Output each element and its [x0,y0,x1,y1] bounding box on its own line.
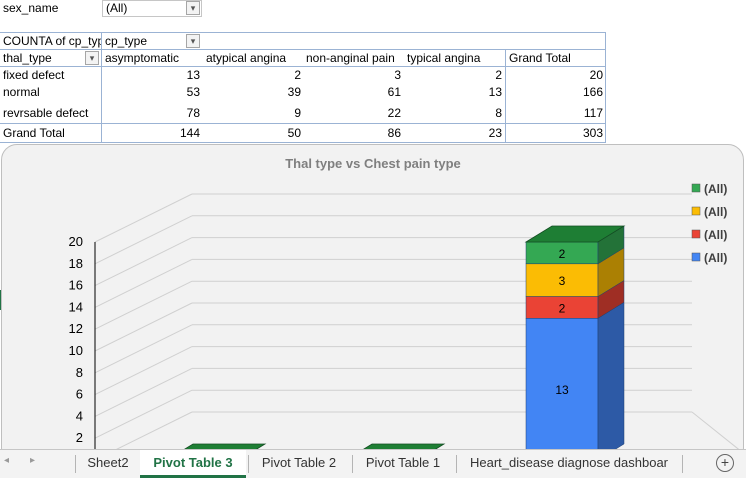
gridline-diagonal [94,346,193,396]
value-cell: 50 [287,126,301,140]
value-cell: 23 [488,126,502,140]
tab-heart-disease-dashboard[interactable]: Heart_disease diagnose dashboar [469,455,669,470]
row-label: revrsable defect [3,106,89,120]
row-label: Grand Total [3,126,65,140]
col-header-typical-angina: typical angina [407,51,481,65]
row-filter-icon[interactable]: ▾ [85,51,99,65]
legend-label: (All) [704,251,727,265]
legend-swatch [691,229,701,239]
chart-bar-segment [525,318,599,461]
value-cell: 8 [495,106,502,120]
data-label: 2 [559,301,566,315]
scroll-right-icon[interactable]: ▸ [30,455,36,466]
tab-divider [682,455,683,473]
tab-pivot-table-1[interactable]: Pivot Table 1 [365,455,441,470]
y-tick-label: 8 [76,365,83,380]
value-cell: 13 [186,68,200,82]
pivot-rows-label: thal_type [3,51,52,65]
value-cell: 144 [179,126,200,140]
y-tick-label: 6 [76,387,83,402]
pivot-border [605,32,606,143]
legend-label: (All) [704,182,727,196]
value-cell: 2 [495,68,502,82]
tab-divider [456,455,457,473]
value-cell: 53 [186,85,200,99]
data-label: 13 [555,383,569,397]
value-cell: 166 [582,85,603,99]
y-tick-label: 2 [76,430,83,445]
chart-bar-top [524,225,626,243]
y-tick-label: 16 [69,278,83,293]
value-cell: 78 [186,106,200,120]
add-sheet-icon[interactable]: + [716,454,734,472]
col-header-atypical-angina: atypical angina [206,51,287,65]
row-label: fixed defect [3,68,65,82]
value-cell: 22 [387,106,401,120]
legend-swatch [691,252,701,262]
tab-divider [352,455,353,473]
chart-title: Thal type vs Chest pain type [285,156,461,171]
data-label: 2 [559,247,566,261]
value-cell: 39 [287,85,301,99]
pivot-border [101,32,102,143]
gridline-diagonal [94,215,193,265]
value-cell: 3 [394,68,401,82]
value-cell: 13 [488,85,502,99]
pivot-values-label: COUNTA of cp_type [3,34,101,48]
y-tick-label: 14 [69,299,83,314]
pivot-border [0,123,606,124]
legend-swatch [691,206,701,216]
legend-label: (All) [704,228,727,242]
y-tick-label: 4 [76,408,83,423]
y-tick-label: 20 [69,234,83,249]
y-tick-label: 18 [69,256,83,271]
scroll-left-icon[interactable]: ◂ [4,455,10,466]
pivot-columns-label: cp_type [105,34,148,48]
tab-divider [75,455,76,473]
pivot-border [0,49,606,50]
value-cell: 20 [589,68,603,82]
tab-divider [248,455,249,473]
pivot-border-bottom [0,142,606,143]
value-cell: 117 [583,106,603,120]
tab-pivot-table-2[interactable]: Pivot Table 2 [261,455,337,470]
gridline-diagonal [94,237,193,287]
value-cell: 303 [582,126,603,140]
gridline-diagonal [94,258,193,308]
gridline-diagonal [94,193,193,243]
value-cell: 2 [294,68,301,82]
data-label: 3 [559,274,566,288]
col-header-asymptomatic: asymptomatic [105,51,180,65]
chart-bar-segment [525,263,599,297]
col-header-non-anginal-pain: non-anginal pain [306,51,395,65]
filter-dropdown-icon[interactable]: ▾ [186,1,200,15]
column-filter-icon[interactable]: ▾ [186,34,200,48]
gridline-diagonal [94,324,193,374]
legend-swatch [691,183,701,193]
chart-area[interactable]: Thal type vs Chest pain type 02468101214… [1,144,744,464]
gridline-diagonal [94,367,193,417]
pivot-border [0,66,606,67]
chart-svg: Thal type vs Chest pain type 02468101214… [69,156,743,463]
y-tick-label: 12 [69,321,83,336]
pivot-border [505,49,506,143]
gridline-diagonal [94,302,193,352]
value-cell: 9 [294,106,301,120]
y-tick-label: 10 [69,343,83,358]
gridline-diagonal [94,389,193,439]
filter-value-text: (All) [106,1,128,15]
sheet-tab-bar: ◂ ▸ Sheet2 Pivot Table 3 Pivot Table 2 P… [0,449,746,478]
value-cell: 61 [387,85,401,99]
legend-label: (All) [704,205,727,219]
chart-bar-side [597,301,625,461]
tab-sheet2[interactable]: Sheet2 [87,455,129,470]
row-label: normal [3,85,40,99]
value-cell: 86 [387,126,401,140]
filter-value-select[interactable]: (All) [102,0,202,17]
filter-field-label: sex_name [3,1,59,15]
pivot-border-top [0,32,606,33]
tab-pivot-table-3[interactable]: Pivot Table 3 [140,450,246,478]
col-header-grand-total: Grand Total [509,51,571,65]
gridline-diagonal [94,280,193,330]
